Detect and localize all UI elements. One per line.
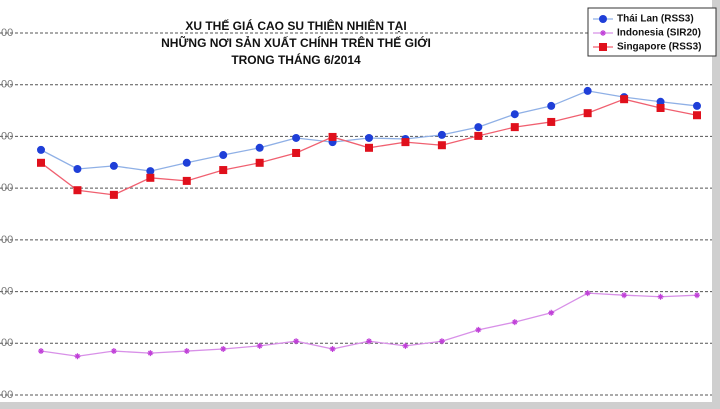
- marker: [474, 131, 483, 140]
- marker: [256, 342, 263, 349]
- marker: [600, 30, 606, 36]
- marker: [183, 348, 190, 355]
- marker: [182, 176, 191, 185]
- marker: [656, 103, 665, 112]
- marker: [292, 148, 301, 157]
- marker: [37, 145, 45, 154]
- chart-title: TRONG THÁNG 6/2014: [231, 52, 361, 67]
- marker: [220, 345, 227, 352]
- marker: [329, 345, 336, 352]
- marker: [365, 133, 373, 142]
- marker: [694, 292, 700, 299]
- y-tick-label: 00: [1, 234, 13, 246]
- marker: [182, 158, 191, 167]
- marker: [110, 348, 117, 355]
- marker: [73, 165, 82, 174]
- marker: [146, 167, 155, 176]
- marker: [547, 101, 556, 110]
- marker: [437, 130, 446, 139]
- y-tick-label: 00: [1, 130, 13, 142]
- marker: [584, 290, 591, 297]
- marker: [599, 43, 607, 51]
- y-tick-label: 00: [1, 285, 13, 297]
- marker: [438, 338, 445, 345]
- marker: [599, 15, 607, 23]
- marker: [328, 132, 337, 141]
- marker: [365, 143, 373, 152]
- marker: [621, 292, 628, 299]
- legend-label: Indonesia (SIR20): [617, 28, 701, 39]
- chart-title: NHỮNG NƠI SẢN XUẤT CHÍNH TRÊN THẾ GIỚI: [161, 35, 431, 50]
- marker: [37, 158, 45, 167]
- y-tick-label: 00: [1, 337, 13, 349]
- marker: [293, 338, 300, 345]
- marker: [475, 326, 482, 333]
- marker: [402, 342, 409, 349]
- marker: [255, 143, 264, 152]
- marker: [74, 353, 81, 360]
- y-tick-label: 00: [1, 79, 13, 91]
- marker: [109, 161, 118, 170]
- marker: [510, 110, 519, 119]
- marker: [109, 190, 118, 199]
- marker: [147, 350, 154, 357]
- y-tick-label: 00: [1, 27, 13, 39]
- marker: [693, 111, 701, 120]
- legend-label: Singapore (RSS3): [617, 42, 701, 53]
- y-tick-label: 00: [1, 182, 13, 194]
- chart-title: XU THẾ GIÁ CAO SU THIÊN NHIÊN TẠI: [185, 18, 406, 33]
- marker: [219, 166, 228, 175]
- marker: [547, 117, 556, 126]
- marker: [292, 133, 301, 142]
- marker: [146, 173, 155, 182]
- marker: [510, 123, 519, 132]
- marker: [219, 151, 228, 160]
- marker: [474, 123, 483, 132]
- marker: [620, 95, 629, 104]
- marker: [437, 141, 446, 150]
- legend-label: Thái Lan (RSS3): [617, 14, 694, 25]
- marker: [583, 109, 592, 118]
- marker: [38, 348, 44, 355]
- marker: [656, 97, 665, 106]
- legend-box: [587, 7, 717, 57]
- marker: [548, 309, 555, 316]
- y-tick-label: 00: [1, 389, 13, 401]
- marker: [511, 319, 518, 326]
- plot-area: [0, 0, 712, 402]
- marker: [657, 293, 664, 300]
- marker: [693, 101, 701, 110]
- marker: [583, 86, 592, 95]
- marker: [366, 338, 372, 345]
- marker: [73, 186, 82, 195]
- marker: [401, 138, 410, 147]
- marker: [255, 158, 264, 167]
